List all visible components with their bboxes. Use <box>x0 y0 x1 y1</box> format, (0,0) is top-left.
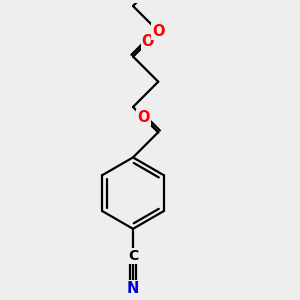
Text: N: N <box>127 281 139 296</box>
Text: C: C <box>128 249 138 263</box>
Text: O: O <box>142 34 154 49</box>
Text: O: O <box>137 110 150 125</box>
Text: O: O <box>152 24 164 39</box>
